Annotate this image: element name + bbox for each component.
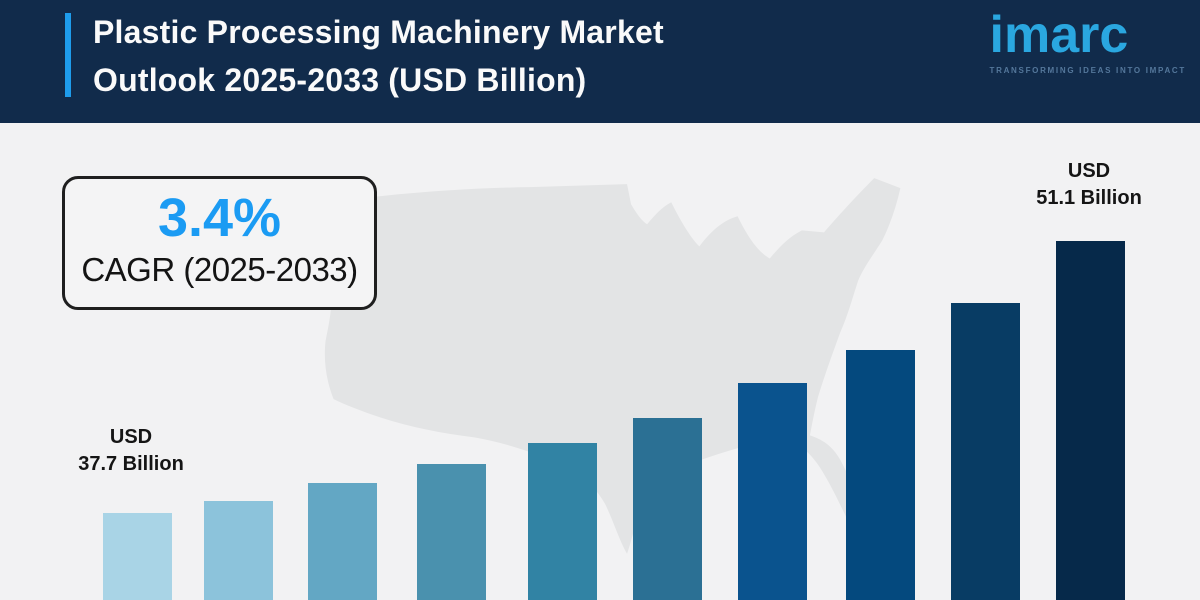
imarc-logo-wordmark: imarc <box>989 6 1129 64</box>
end-value-label-line1: USD <box>1067 160 1111 182</box>
usa-map-silhouette <box>283 178 901 566</box>
imarc-logo: imarc TRANSFORMING IDEAS INTO IMPACT <box>990 4 1186 75</box>
start-value-label: USD 37.7 Billion <box>78 424 184 478</box>
cagr-badge: 3.4% CAGR (2025-2033) <box>62 176 377 310</box>
bar-4 <box>417 464 486 600</box>
start-value-label-line1: USD <box>109 426 153 448</box>
cagr-value: 3.4% <box>157 188 282 248</box>
start-value-label-line2: 37.7 Billion <box>78 453 184 475</box>
bar-7 <box>738 383 807 600</box>
header: Plastic Processing Machinery Market Outl… <box>0 0 1200 123</box>
bar-1 <box>103 513 172 600</box>
title-accent-bar <box>65 13 71 97</box>
bar-5 <box>528 443 597 600</box>
page-title-line1: Plastic Processing Machinery Market <box>93 14 664 50</box>
page-title-line2: Outlook 2025-2033 (USD Billion) <box>93 62 587 98</box>
bar-2 <box>204 501 273 600</box>
bar-9 <box>951 303 1020 600</box>
end-value-label-line2: 51.1 Billion <box>1036 187 1142 209</box>
page-title: Plastic Processing Machinery Market Outl… <box>93 8 664 104</box>
bar-3 <box>308 483 377 600</box>
imarc-logo-tagline: TRANSFORMING IDEAS INTO IMPACT <box>989 66 1186 75</box>
cagr-period-label: CAGR (2025-2033) <box>81 251 358 288</box>
bar-8 <box>846 350 915 600</box>
bar-10 <box>1056 241 1125 600</box>
bar-6 <box>633 418 702 600</box>
end-value-label: USD 51.1 Billion <box>1036 158 1142 212</box>
